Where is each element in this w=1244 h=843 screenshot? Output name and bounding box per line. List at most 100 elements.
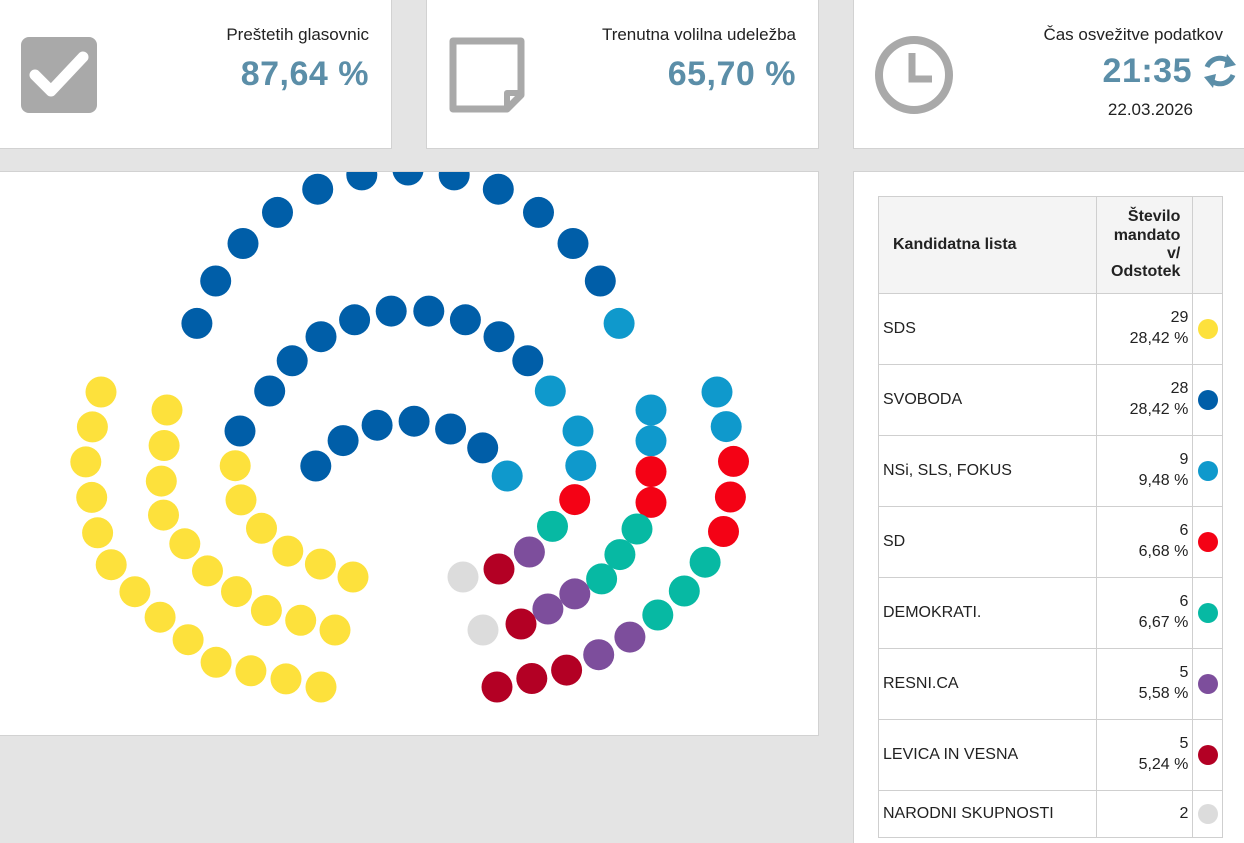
vote-percent: 5,24 % (1138, 756, 1189, 773)
seat-count: 29 (1170, 309, 1189, 327)
seat-dot (302, 173, 334, 205)
seat-dot (169, 528, 201, 560)
seat-dot (305, 321, 337, 353)
seat-dot (635, 456, 667, 488)
seat-dot (346, 172, 378, 191)
party-color-cell (1192, 506, 1223, 578)
seat-dot (272, 535, 304, 567)
party-name: SDS (877, 293, 1098, 365)
vote-percent: 5,58 % (1138, 685, 1189, 702)
party-name: NARODNI SKUPNOSTI (877, 790, 1098, 838)
table-row: LEVICA IN VESNA 5 5,24 % (877, 719, 1223, 791)
party-color-dot (1197, 603, 1218, 623)
party-seats: 6 6,67 % (1096, 577, 1194, 649)
refresh-time-row: 21:35 (1103, 51, 1240, 91)
table-row: SVOBODA 28 28,42 % (877, 364, 1223, 436)
party-color-cell (1192, 364, 1223, 436)
seat-dot (642, 599, 674, 631)
seat-dot (246, 512, 277, 544)
seat-dot (304, 548, 336, 580)
seat-dot (82, 517, 114, 549)
seat-dot (327, 425, 359, 457)
party-name: SD (877, 506, 1098, 578)
seat-dot (481, 671, 513, 703)
seat-dot (557, 228, 589, 259)
seat-dot (714, 481, 746, 513)
seat-dot (516, 663, 548, 694)
seat-dot (559, 578, 591, 610)
table-row: NARODNI SKUPNOSTI 2 (877, 790, 1223, 838)
table-row: RESNI.CA 5 5,58 % (877, 648, 1223, 720)
seat-dot (438, 172, 470, 191)
party-color-cell (1192, 790, 1223, 838)
seat-dot (586, 563, 618, 595)
seat-dot (148, 430, 180, 461)
party-seats: 29 28,42 % (1096, 293, 1194, 365)
party-color-cell (1192, 577, 1223, 649)
seat-count: 2 (1179, 804, 1189, 822)
party-seats: 5 5,24 % (1096, 719, 1194, 791)
seat-dot (375, 295, 407, 327)
seat-dot (85, 376, 117, 408)
header-seats-line-4: Odstotek (1111, 263, 1181, 281)
header-seats-percent: Število mandato v/Odstotek (1096, 196, 1194, 294)
seat-dot (559, 484, 591, 516)
seat-dot (285, 604, 317, 636)
vote-percent: 9,48 % (1138, 472, 1189, 489)
party-color-dot (1197, 745, 1218, 765)
seat-dot (235, 655, 267, 687)
header-candidate-list: Kandidatna lista (877, 196, 1098, 294)
counted-ballots-label: Preštetih glasovnic (226, 25, 369, 44)
seat-dot (361, 409, 393, 441)
table-row: DEMOKRATI. 6 6,67 % (877, 577, 1223, 649)
seat-dot (70, 446, 102, 478)
header-seats-line-2: mandato (1113, 226, 1181, 244)
seat-dot (413, 295, 445, 327)
party-name: RESNI.CA (877, 648, 1098, 720)
seat-dot (119, 576, 151, 608)
seat-dot (718, 445, 749, 477)
party-color-dot (1197, 390, 1218, 410)
seat-dot (227, 228, 259, 259)
seat-dot (708, 516, 739, 547)
seat-count: 9 (1179, 451, 1189, 469)
seat-dot (483, 553, 515, 585)
seat-dot (319, 614, 351, 646)
seat-dot (583, 639, 615, 671)
seat-dot (635, 425, 667, 457)
header-seats-line-3: v/ (1167, 245, 1181, 262)
seat-dot (276, 345, 308, 377)
vote-percent: 28,42 % (1129, 330, 1189, 347)
seat-dot (701, 376, 733, 408)
seat-dot (603, 307, 635, 339)
seat-dot (689, 546, 721, 578)
seat-dot (523, 196, 554, 228)
vote-percent: 6,68 % (1138, 543, 1189, 560)
seat-dot (435, 413, 467, 445)
table-row: SD 6 6,68 % (877, 506, 1223, 578)
party-seats: 2 (1096, 790, 1194, 838)
seat-dot (76, 481, 108, 513)
checkmark-icon (21, 37, 97, 113)
seat-dot (635, 486, 667, 518)
seat-dot (562, 415, 594, 447)
seat-dot (447, 561, 479, 593)
refresh-date: 22.03.2026 (1107, 100, 1193, 119)
refresh-icon[interactable] (1200, 51, 1240, 91)
party-name: SVOBODA (877, 364, 1098, 436)
party-color-cell (1192, 435, 1223, 507)
table-row: NSi, SLS, FOKUS 9 9,48 % (877, 435, 1223, 507)
seat-dot (668, 575, 700, 607)
seat-dot (551, 654, 583, 686)
party-color-cell (1192, 648, 1223, 720)
seat-dot (512, 345, 544, 377)
seat-dot (221, 576, 252, 608)
seat-dot (621, 513, 653, 545)
seat-dot (148, 499, 179, 531)
results-table: Kandidatna lista Število mandato v/Odstote… (877, 196, 1223, 838)
seat-dot (635, 394, 667, 426)
seat-dot (392, 172, 424, 186)
seat-dot (710, 411, 742, 443)
seat-count: 5 (1179, 735, 1189, 753)
seat-dot (513, 536, 545, 568)
